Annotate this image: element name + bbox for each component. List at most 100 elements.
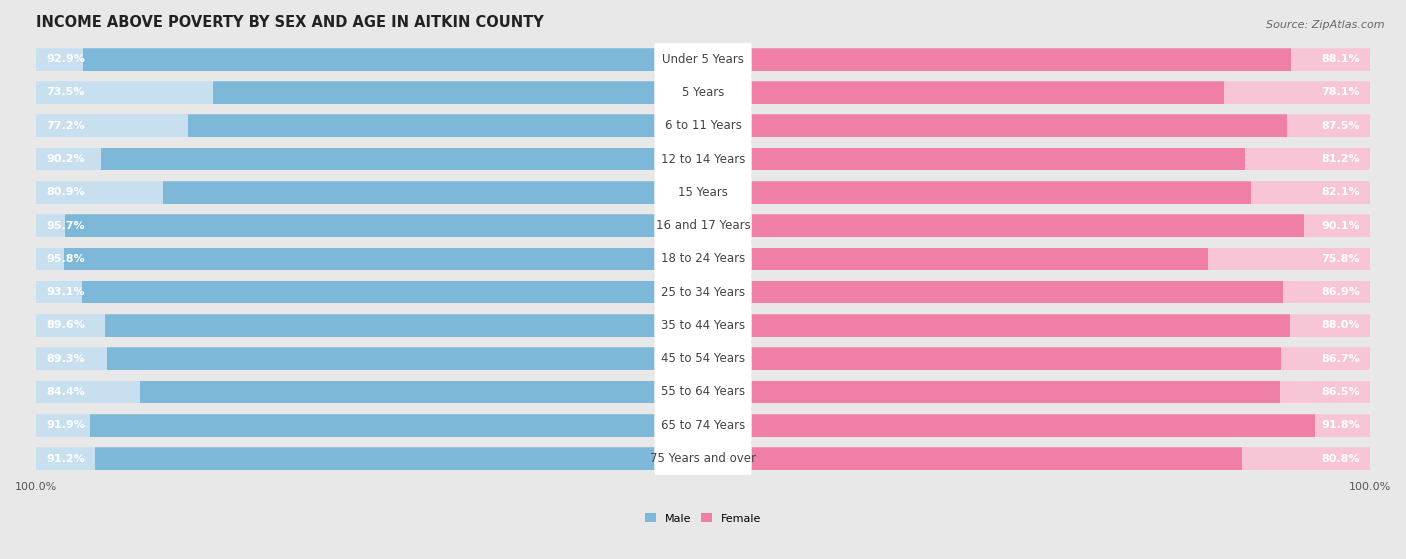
Text: 80.9%: 80.9% [46,187,84,197]
Bar [37,81,703,104]
Text: Source: ZipAtlas.com: Source: ZipAtlas.com [1267,20,1385,30]
Bar [703,314,1289,337]
Bar [163,181,703,203]
Text: 5 Years: 5 Years [682,86,724,99]
Text: 95.8%: 95.8% [46,254,84,264]
Bar [90,414,703,437]
Bar [141,381,703,403]
Legend: Male, Female: Male, Female [641,509,765,528]
Text: 75.8%: 75.8% [1322,254,1360,264]
Text: 86.7%: 86.7% [1322,354,1360,364]
FancyBboxPatch shape [654,340,752,377]
Bar [37,381,703,403]
Text: 86.9%: 86.9% [1322,287,1360,297]
Bar [37,447,703,470]
FancyBboxPatch shape [654,273,752,311]
Bar [703,414,1315,437]
Bar [703,248,1209,270]
Bar [82,281,703,304]
Bar [703,447,1369,470]
FancyBboxPatch shape [654,207,752,244]
Text: 35 to 44 Years: 35 to 44 Years [661,319,745,332]
Text: 88.0%: 88.0% [1322,320,1360,330]
Text: Under 5 Years: Under 5 Years [662,53,744,66]
Text: 78.1%: 78.1% [1322,87,1360,97]
FancyBboxPatch shape [654,107,752,145]
Bar [65,214,703,237]
Text: INCOME ABOVE POVERTY BY SEX AND AGE IN AITKIN COUNTY: INCOME ABOVE POVERTY BY SEX AND AGE IN A… [37,15,544,30]
Bar [37,314,703,337]
Text: 86.5%: 86.5% [1322,387,1360,397]
Text: 16 and 17 Years: 16 and 17 Years [655,219,751,232]
Bar [94,447,703,470]
Text: 73.5%: 73.5% [46,87,84,97]
Bar [107,347,703,370]
Bar [37,248,703,270]
Bar [703,248,1369,270]
Text: 89.3%: 89.3% [46,354,84,364]
Text: 25 to 34 Years: 25 to 34 Years [661,286,745,299]
Bar [37,214,703,237]
FancyBboxPatch shape [654,406,752,444]
Bar [703,81,1369,104]
Text: 88.1%: 88.1% [1322,54,1360,64]
Bar [703,48,1369,70]
Bar [703,347,1369,370]
Bar [703,414,1369,437]
Bar [703,81,1223,104]
Text: 90.1%: 90.1% [1322,221,1360,230]
Bar [703,148,1369,170]
Bar [37,115,703,137]
Text: 91.9%: 91.9% [46,420,84,430]
Text: 87.5%: 87.5% [1322,121,1360,131]
Text: 93.1%: 93.1% [46,287,84,297]
FancyBboxPatch shape [654,373,752,411]
Bar [703,115,1286,137]
Bar [703,381,1369,403]
Text: 45 to 54 Years: 45 to 54 Years [661,352,745,365]
Bar [188,115,703,137]
Bar [703,447,1241,470]
Text: 12 to 14 Years: 12 to 14 Years [661,153,745,165]
FancyBboxPatch shape [654,74,752,111]
Text: 18 to 24 Years: 18 to 24 Years [661,252,745,266]
Bar [212,81,703,104]
FancyBboxPatch shape [654,440,752,477]
Bar [83,48,703,70]
Text: 89.6%: 89.6% [46,320,84,330]
Text: 95.7%: 95.7% [46,221,84,230]
Bar [703,115,1369,137]
Bar [37,48,703,70]
Bar [37,148,703,170]
Bar [703,181,1369,203]
Bar [37,281,703,304]
Text: 81.2%: 81.2% [1322,154,1360,164]
Bar [703,181,1250,203]
Bar [105,314,703,337]
FancyBboxPatch shape [654,40,752,78]
Bar [101,148,703,170]
Text: 6 to 11 Years: 6 to 11 Years [665,119,741,132]
Bar [703,214,1369,237]
Text: 82.1%: 82.1% [1322,187,1360,197]
FancyBboxPatch shape [654,240,752,278]
Bar [37,347,703,370]
Bar [703,381,1279,403]
Text: 15 Years: 15 Years [678,186,728,199]
Text: 91.2%: 91.2% [46,453,84,463]
Text: 55 to 64 Years: 55 to 64 Years [661,386,745,399]
Bar [703,214,1303,237]
Text: 80.8%: 80.8% [1322,453,1360,463]
Bar [65,248,703,270]
Text: 91.8%: 91.8% [1322,420,1360,430]
Bar [703,148,1244,170]
Bar [703,347,1281,370]
Text: 65 to 74 Years: 65 to 74 Years [661,419,745,432]
FancyBboxPatch shape [654,306,752,344]
Bar [37,414,703,437]
Bar [703,281,1282,304]
Bar [37,181,703,203]
Bar [703,314,1369,337]
Text: 84.4%: 84.4% [46,387,84,397]
Bar [703,281,1369,304]
